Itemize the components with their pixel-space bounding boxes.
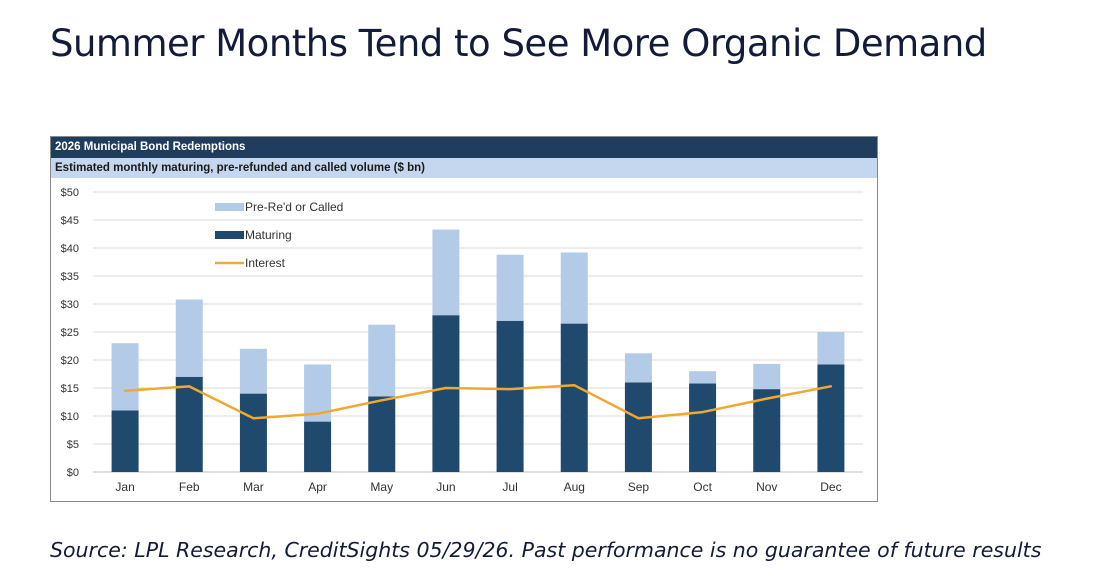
y-tick-label: $0 bbox=[67, 467, 79, 479]
legend-label: Interest bbox=[245, 256, 286, 270]
y-tick-label: $35 bbox=[61, 271, 79, 283]
bar-pre-re-d-or-called-dec bbox=[817, 332, 845, 365]
y-tick-label: $40 bbox=[61, 243, 79, 255]
bar-maturing-may bbox=[368, 396, 396, 472]
line-point-mar bbox=[252, 417, 255, 420]
x-tick-label: Dec bbox=[820, 480, 841, 494]
x-tick-label: Jul bbox=[502, 480, 517, 494]
x-tick-label: Sep bbox=[628, 480, 650, 494]
legend-swatch-0 bbox=[215, 203, 244, 211]
x-tick-label: Jan bbox=[115, 480, 134, 494]
y-tick-label: $25 bbox=[61, 327, 79, 339]
bar-maturing-jul bbox=[496, 320, 524, 472]
bar-pre-re-d-or-called-nov bbox=[753, 363, 781, 390]
line-point-jun bbox=[444, 386, 448, 390]
x-tick-label: Feb bbox=[179, 480, 200, 494]
x-tick-label: May bbox=[370, 480, 393, 494]
legend-label: Pre-Re'd or Called bbox=[245, 200, 343, 214]
line-point-may bbox=[380, 399, 383, 402]
x-tick-label: Jun bbox=[436, 480, 455, 494]
x-tick-label: Apr bbox=[308, 480, 327, 494]
line-point-feb bbox=[188, 385, 191, 388]
bar-pre-re-d-or-called-oct bbox=[689, 371, 717, 384]
line-interest bbox=[124, 383, 832, 420]
y-tick-label: $20 bbox=[61, 355, 79, 367]
bar-maturing-jan bbox=[111, 410, 139, 472]
page-title: Summer Months Tend to See More Organic D… bbox=[50, 22, 987, 65]
line-point-dec bbox=[829, 385, 833, 388]
y-tick-label: $5 bbox=[67, 439, 79, 451]
bar-maturing-oct bbox=[689, 383, 717, 472]
bar-maturing-aug bbox=[560, 323, 588, 472]
bar-maturing-sep bbox=[624, 382, 652, 472]
bar-maturing-nov bbox=[753, 389, 781, 472]
y-tick-label: $15 bbox=[61, 383, 79, 395]
bar-maturing-mar bbox=[239, 393, 267, 472]
x-tick-label: Mar bbox=[243, 480, 264, 494]
bar-pre-re-d-or-called-may bbox=[368, 324, 396, 397]
bar-pre-re-d-or-called-feb bbox=[175, 299, 203, 377]
x-tick-label: Nov bbox=[756, 480, 777, 494]
line-point-apr bbox=[316, 412, 319, 415]
bar-pre-re-d-or-called-jul bbox=[496, 254, 524, 321]
bar-pre-re-d-or-called-sep bbox=[624, 353, 652, 383]
y-tick-label: $50 bbox=[61, 187, 79, 199]
bar-maturing-jun bbox=[432, 315, 460, 472]
y-tick-label: $45 bbox=[61, 215, 79, 227]
x-tick-label: Aug bbox=[564, 480, 585, 494]
legend-label: Maturing bbox=[245, 228, 292, 242]
line-point-oct bbox=[701, 410, 704, 414]
line-point-aug bbox=[573, 384, 576, 387]
line-point-jul bbox=[508, 387, 512, 391]
bar-maturing-feb bbox=[175, 376, 203, 472]
bar-pre-re-d-or-called-jan bbox=[111, 343, 139, 411]
chart-panel: 2026 Municipal Bond Redemptions Estimate… bbox=[50, 136, 878, 502]
bar-pre-re-d-or-called-mar bbox=[239, 348, 267, 394]
x-tick-label: Oct bbox=[693, 480, 712, 494]
line-point-nov bbox=[765, 397, 768, 400]
bar-pre-re-d-or-called-jun bbox=[432, 229, 460, 316]
y-tick-label: $10 bbox=[61, 411, 79, 423]
y-tick-label: $30 bbox=[61, 299, 79, 311]
bar-pre-re-d-or-called-aug bbox=[560, 252, 588, 324]
chart-subtitle: Estimated monthly maturing, pre-refunded… bbox=[51, 158, 877, 178]
bar-maturing-dec bbox=[817, 364, 845, 472]
legend-swatch-1 bbox=[215, 231, 244, 239]
chart-plot: $0 $5 $10 $15 $20 $25 $30 $35 $40 $45 $50 Jan Feb Mar… bbox=[61, 187, 863, 494]
line-point-sep bbox=[637, 417, 640, 420]
chart-title: 2026 Municipal Bond Redemptions bbox=[51, 137, 877, 158]
line-point-jan bbox=[123, 389, 127, 392]
bar-maturing-apr bbox=[304, 421, 332, 472]
source-note: Source: LPL Research, CreditSights 05/29… bbox=[50, 538, 1042, 562]
